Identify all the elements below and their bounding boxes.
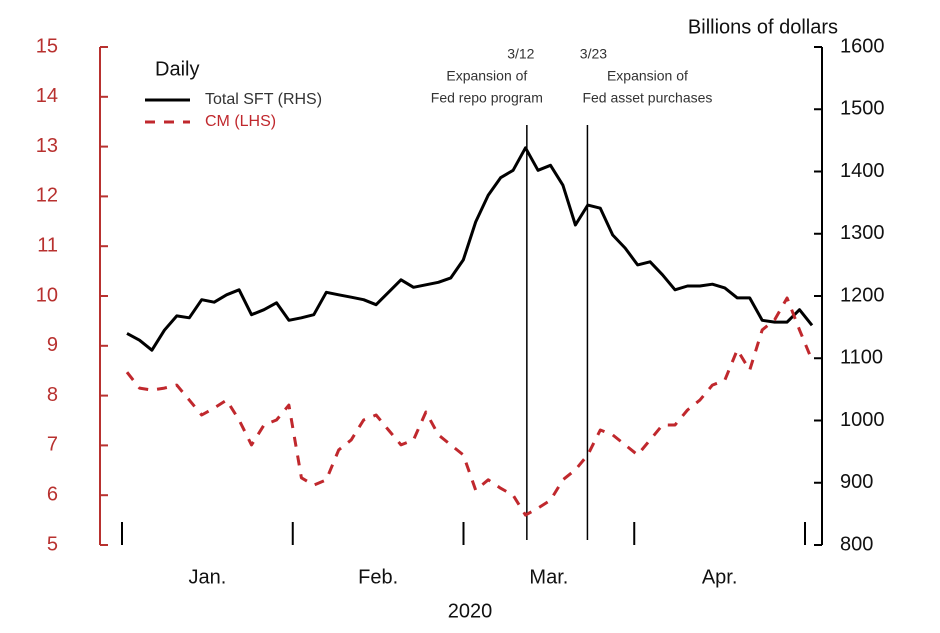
- legend-label: CM (LHS): [205, 113, 276, 130]
- annotation-date: 3/12: [507, 46, 534, 62]
- legend-label: Total SFT (RHS): [205, 91, 322, 108]
- y-tick-label: 14: [36, 85, 58, 107]
- y2-tick-label: 800: [840, 533, 873, 555]
- y2-tick-label: 1300: [840, 222, 885, 244]
- legend-title: Daily: [155, 58, 199, 80]
- annotation-text: Expansion of: [446, 68, 527, 84]
- x-axis-title: 2020: [448, 600, 493, 622]
- y-tick-label: 13: [36, 135, 58, 157]
- series-line: [126, 146, 814, 352]
- y2-tick-label: 1500: [840, 98, 885, 120]
- x-tick-label: Jan.: [188, 566, 226, 588]
- y-tick-label: 15: [36, 35, 58, 57]
- y-tick-label: 8: [47, 384, 58, 406]
- annotation-date: 3/23: [580, 46, 607, 62]
- y-tick-label: 5: [47, 533, 58, 555]
- annotation-text: Fed asset purchases: [582, 90, 712, 106]
- y2-tick-label: 1000: [840, 409, 885, 431]
- y-tick-label: 7: [47, 434, 58, 456]
- y2-axis-title: Billions of dollars: [688, 16, 838, 38]
- y-tick-label: 12: [36, 185, 58, 207]
- y-tick-label: 10: [36, 284, 58, 306]
- y-tick-label: 9: [47, 334, 58, 356]
- x-tick-label: Apr.: [702, 566, 738, 588]
- x-tick-label: Mar.: [529, 566, 568, 588]
- annotation-text: Expansion of: [607, 68, 688, 84]
- y2-tick-label: 1200: [840, 284, 885, 306]
- series-line: [125, 296, 814, 517]
- y-tick-label: 6: [47, 483, 58, 505]
- y-tick-label: 11: [37, 234, 58, 256]
- y2-tick-label: 1100: [840, 347, 883, 369]
- y2-tick-label: 1600: [840, 35, 885, 57]
- y2-tick-label: 900: [840, 471, 873, 493]
- y2-tick-label: 1400: [840, 160, 885, 182]
- x-tick-label: Feb.: [358, 566, 398, 588]
- annotation-text: Fed repo program: [431, 90, 543, 106]
